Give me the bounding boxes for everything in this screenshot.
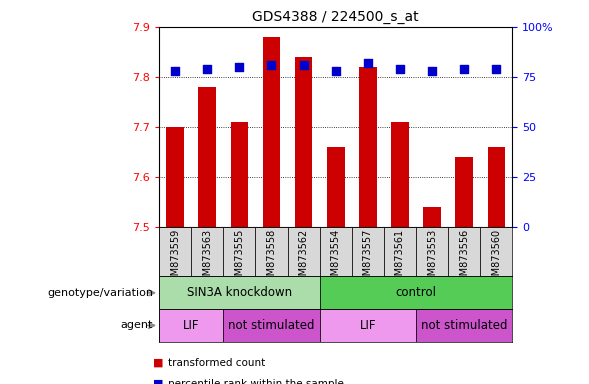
Bar — [448, 227, 480, 276]
Bar — [455, 157, 473, 227]
Bar — [159, 227, 191, 276]
Text: not stimulated: not stimulated — [421, 319, 508, 332]
Bar — [223, 309, 320, 342]
Bar — [488, 147, 505, 227]
Text: GSM873553: GSM873553 — [427, 229, 437, 288]
Point — [331, 68, 340, 74]
Text: GSM873554: GSM873554 — [331, 229, 340, 288]
Bar — [320, 309, 416, 342]
Point — [395, 66, 405, 72]
Bar — [166, 127, 184, 227]
Bar — [391, 122, 409, 227]
Text: GSM873559: GSM873559 — [170, 229, 180, 288]
Bar — [327, 147, 345, 227]
Bar — [198, 87, 216, 227]
Bar — [191, 227, 223, 276]
Bar — [263, 37, 280, 227]
Text: ■: ■ — [153, 379, 164, 384]
Bar — [256, 227, 287, 276]
Point — [203, 66, 212, 72]
Text: GSM873556: GSM873556 — [459, 229, 469, 288]
Text: SIN3A knockdown: SIN3A knockdown — [187, 286, 292, 299]
Bar — [384, 227, 416, 276]
Bar — [320, 227, 352, 276]
Point — [267, 62, 276, 68]
Text: GSM873563: GSM873563 — [202, 229, 212, 288]
Bar — [287, 227, 320, 276]
Text: GSM873558: GSM873558 — [266, 229, 276, 288]
Bar — [230, 122, 248, 227]
Bar — [423, 207, 441, 227]
Text: LIF: LIF — [360, 319, 376, 332]
Text: ■: ■ — [153, 358, 164, 368]
Bar — [223, 227, 256, 276]
Bar — [352, 227, 384, 276]
Text: GSM873557: GSM873557 — [363, 229, 373, 288]
Point — [459, 66, 469, 72]
Text: control: control — [396, 286, 436, 299]
Bar — [480, 227, 512, 276]
Point — [363, 60, 373, 66]
Text: transformed count: transformed count — [168, 358, 265, 368]
Point — [234, 64, 244, 70]
Bar — [359, 67, 377, 227]
Bar — [416, 227, 448, 276]
Point — [170, 68, 180, 74]
Text: GSM873560: GSM873560 — [491, 229, 501, 288]
Text: not stimulated: not stimulated — [228, 319, 315, 332]
Text: agent: agent — [121, 320, 153, 331]
Text: LIF: LIF — [183, 319, 200, 332]
Text: GSM873555: GSM873555 — [234, 229, 244, 288]
Text: GSM873562: GSM873562 — [299, 229, 309, 288]
Bar — [159, 276, 320, 309]
Point — [299, 62, 308, 68]
Title: GDS4388 / 224500_s_at: GDS4388 / 224500_s_at — [253, 10, 419, 25]
Bar — [159, 309, 223, 342]
Bar — [294, 57, 312, 227]
Point — [428, 68, 437, 74]
Text: percentile rank within the sample: percentile rank within the sample — [168, 379, 344, 384]
Point — [492, 66, 501, 72]
Text: genotype/variation: genotype/variation — [47, 288, 153, 298]
Text: GSM873561: GSM873561 — [395, 229, 405, 288]
Bar — [416, 309, 512, 342]
Bar — [320, 276, 512, 309]
